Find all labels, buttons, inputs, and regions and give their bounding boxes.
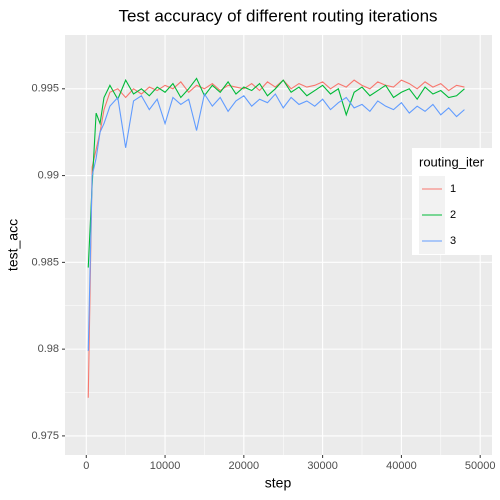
x-tick-label: 20000 — [229, 460, 260, 472]
legend-label: 3 — [450, 235, 456, 247]
series-line — [87, 79, 465, 398]
x-tick-label: 0 — [83, 460, 89, 472]
series-line — [87, 77, 465, 268]
x-tick-label: 10000 — [150, 460, 181, 472]
x-axis-label: step — [265, 475, 292, 491]
series-line — [87, 92, 465, 351]
y-tick-label: 0.98 — [38, 343, 59, 355]
y-tick-label: 0.995 — [31, 83, 59, 95]
x-tick-label: 50000 — [465, 460, 496, 472]
y-tick-label: 0.99 — [38, 169, 59, 181]
legend-label: 1 — [450, 183, 456, 195]
y-axis-label: test_acc — [5, 219, 21, 271]
y-tick-label: 0.985 — [31, 256, 59, 268]
chart-title: Test accuracy of different routing itera… — [118, 6, 437, 25]
y-tick-label: 0.975 — [31, 430, 59, 442]
x-tick-label: 30000 — [307, 460, 338, 472]
legend-title: routing_iter — [419, 154, 485, 169]
legend-label: 2 — [450, 209, 456, 221]
x-tick-label: 40000 — [386, 460, 417, 472]
